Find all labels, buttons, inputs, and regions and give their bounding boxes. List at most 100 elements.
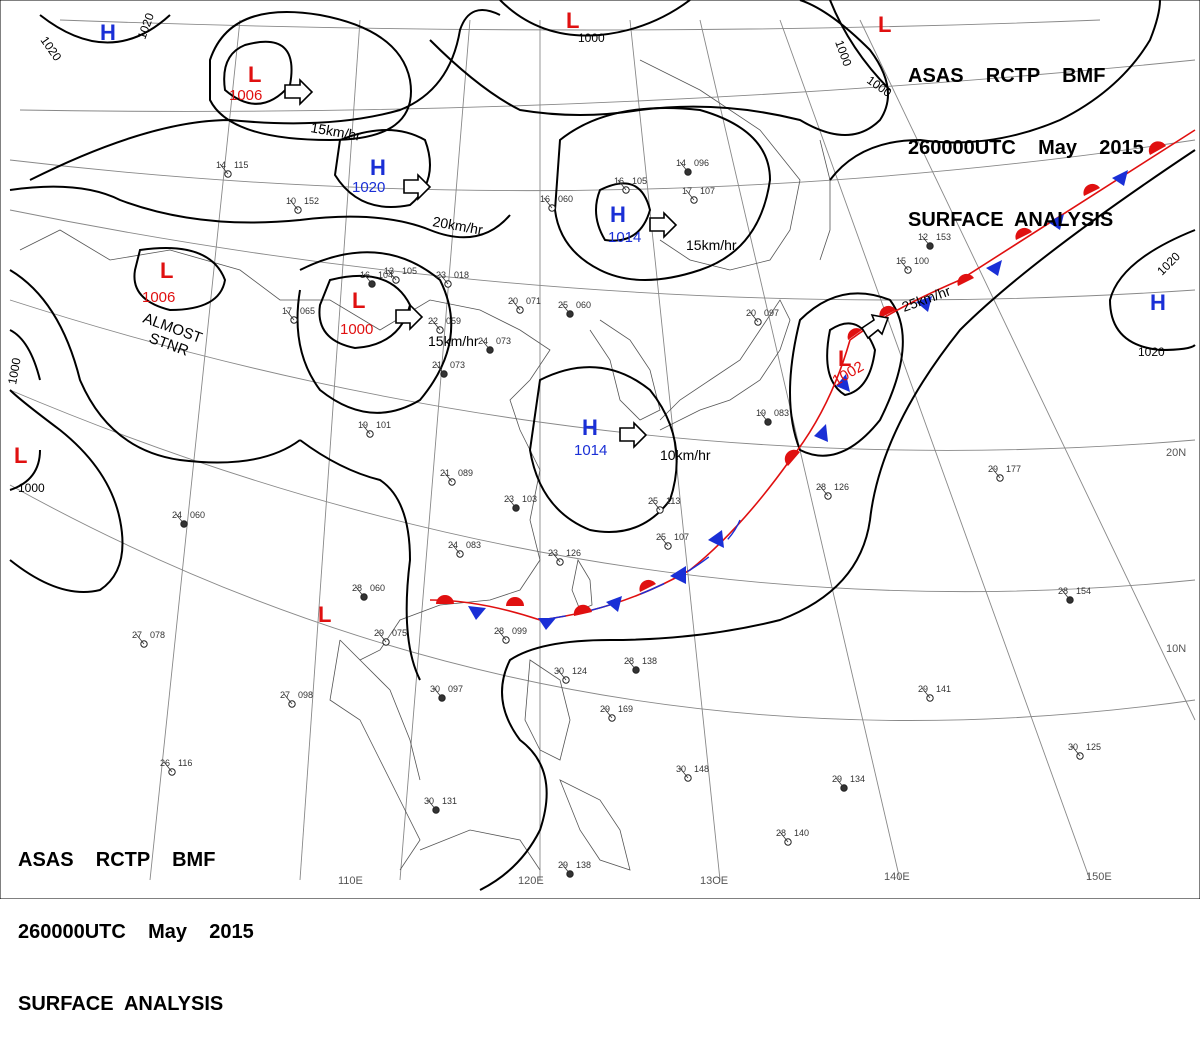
isobar-label: 1020	[1138, 345, 1165, 359]
station-pressure: 065	[300, 306, 315, 316]
meridian-line	[149, 19, 241, 881]
wind-barb	[433, 687, 443, 699]
station-temp: 16	[540, 194, 550, 204]
wind-barb	[561, 863, 571, 875]
latitude-line	[9, 389, 1196, 593]
station-pressure: 073	[450, 360, 465, 370]
wind-barb	[819, 485, 829, 497]
station-pressure: 099	[512, 626, 527, 636]
station-plot: 23 018	[436, 270, 469, 288]
station-temp: 30	[430, 684, 440, 694]
cold-front-marker	[986, 260, 1002, 276]
latitude-label: 20N	[1166, 447, 1186, 459]
header-top-right: ASAS RCTP BMF 260000UTC May 2015 SURFACE…	[908, 16, 1144, 256]
warm-front-marker	[573, 604, 592, 616]
station-temp: 10	[286, 196, 296, 206]
isobar	[333, 129, 431, 208]
station-pressure: 131	[442, 796, 457, 806]
isobar	[829, 0, 1161, 181]
station-temp: 27	[280, 690, 290, 700]
wind-barb	[749, 311, 759, 323]
station-plot: 29 075	[374, 628, 407, 646]
wind-barb	[285, 309, 295, 321]
low-pressure-value: 1006	[142, 289, 175, 306]
isobars	[9, 0, 1196, 891]
station-pressure: 098	[298, 690, 313, 700]
isobar	[299, 439, 421, 681]
station-plot: 28 060	[352, 583, 385, 601]
isobar	[1108, 229, 1196, 352]
wind-barb	[497, 629, 507, 641]
station-temp: 29	[558, 860, 568, 870]
wind-barb	[679, 161, 689, 173]
station-pressure: 126	[566, 548, 581, 558]
station-plot: 16 104	[360, 270, 393, 288]
station-plot: 29 141	[918, 684, 951, 702]
low-pressure-value: 1000	[340, 321, 373, 338]
station-plot: 30 131	[424, 796, 457, 814]
station-plot: 20 097	[746, 308, 779, 326]
station-plot: 29 177	[988, 464, 1021, 482]
notes: ALMOST STNR	[141, 310, 205, 360]
wind-barb	[507, 497, 517, 509]
station-pressure: 116	[178, 758, 192, 768]
wind-barb	[991, 467, 1001, 479]
station-temp: 30	[676, 764, 686, 774]
station-plot: 14 115	[216, 160, 248, 178]
isobar	[296, 251, 453, 414]
station-temp: 28	[352, 583, 362, 593]
warm-front-marker	[784, 449, 800, 466]
coastline-sakhalin	[819, 139, 831, 261]
station-temp: 24	[172, 510, 182, 520]
station-pressure: 105	[402, 266, 417, 276]
station-pressure: 060	[190, 510, 205, 520]
warm-front-marker	[1083, 183, 1100, 196]
isobar	[9, 389, 124, 593]
station-pressure: 101	[376, 420, 391, 430]
coastline-borneo	[419, 829, 541, 871]
isobar	[826, 322, 877, 397]
station-pressure: 169	[618, 704, 633, 714]
wind-barb	[651, 499, 661, 511]
isobar	[9, 185, 511, 239]
station-temp: 21	[432, 360, 442, 370]
station-plot: 28 140	[776, 828, 809, 846]
station-temp: 20	[508, 296, 518, 306]
movement-speed: 15km/hr	[428, 333, 479, 349]
warm-front-marker	[1148, 141, 1166, 155]
latitude-line	[9, 299, 1196, 451]
cold-front-marker	[1048, 214, 1064, 230]
station-temp: 28	[624, 656, 634, 666]
station-temp: 22	[428, 316, 438, 326]
station-plot: 25 113	[648, 496, 680, 514]
warm-front-marker	[847, 328, 862, 340]
high-pressure-value: 1014	[574, 442, 607, 459]
stationary-front	[429, 129, 1196, 630]
isobar-label: 1000	[18, 481, 45, 495]
low-center-label: L	[318, 602, 331, 627]
arrow-icon	[284, 78, 314, 106]
station-plot: 10 152	[286, 196, 319, 214]
warm-front-markers	[436, 141, 1166, 616]
station-pressure: 177	[1006, 464, 1021, 474]
station-plot: 17 107	[682, 186, 715, 204]
wind-barb	[481, 339, 491, 351]
station-plot: 27 098	[280, 690, 313, 708]
high-pressure-value: 1014	[608, 229, 641, 246]
low-center-label: L	[14, 443, 27, 468]
station-pressure: 113	[666, 496, 680, 506]
station-temp: 30	[1068, 742, 1078, 752]
isobar	[595, 182, 652, 242]
isobar	[528, 366, 678, 533]
wind-barb	[779, 831, 789, 843]
isobar	[479, 149, 1196, 891]
station-plot: 16 060	[540, 194, 573, 212]
station-temp: 12	[918, 232, 928, 242]
meridian-line	[299, 19, 361, 881]
station-temp: 27	[132, 630, 142, 640]
station-plot: 24 060	[172, 510, 205, 528]
wind-barb	[175, 513, 185, 525]
station-pressure: 104	[378, 270, 393, 280]
isobar	[429, 0, 889, 136]
isobar	[209, 11, 412, 142]
